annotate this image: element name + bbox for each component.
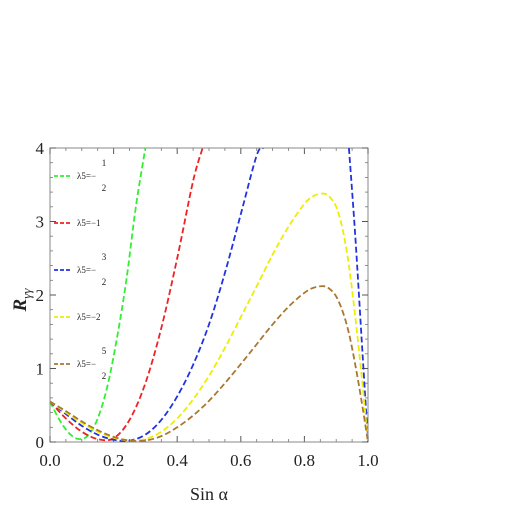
x-tick-label: 0.6: [230, 451, 251, 470]
legend-label: λ5=−: [77, 359, 96, 369]
y-axis-title-sub: γγ: [19, 288, 34, 299]
plot-frame: [49, 147, 369, 443]
legend-label: λ5=−2: [77, 312, 101, 322]
legend-fraction-num: 3: [102, 252, 107, 262]
y-axis-title: Rγγ: [10, 288, 34, 313]
y-axis-title-main: R: [10, 299, 31, 313]
x-tick-label: 1.0: [357, 451, 378, 470]
y-tick-label: 4: [36, 139, 45, 158]
series-line-1: [50, 148, 147, 441]
y-tick-label: 0: [36, 433, 45, 452]
y-tick-label: 2: [36, 286, 45, 305]
series-line-3: [348, 148, 368, 442]
series-line-3: [50, 148, 264, 442]
legend-label: λ5=−: [77, 265, 96, 275]
x-tick-label: 0.2: [103, 451, 124, 470]
legend-label: λ5=−1: [77, 218, 101, 228]
legend-fraction-den: 2: [102, 371, 107, 381]
legend-fraction-den: 2: [102, 277, 107, 287]
legend-fraction-den: 2: [102, 183, 107, 193]
series-line-2: [50, 148, 204, 442]
legend-label: λ5=−: [77, 171, 96, 181]
x-tick-label: 0.8: [294, 451, 315, 470]
y-tick-label: 1: [36, 360, 45, 379]
x-tick-label: 0.0: [39, 451, 60, 470]
x-tick-label: 0.4: [167, 451, 189, 470]
legend-fraction-num: 5: [102, 346, 107, 356]
x-axis-title: Sin α: [190, 484, 229, 504]
legend-fraction-num: 1: [102, 158, 107, 168]
y-tick-label: 3: [36, 213, 45, 232]
series-line-5: [50, 285, 368, 442]
